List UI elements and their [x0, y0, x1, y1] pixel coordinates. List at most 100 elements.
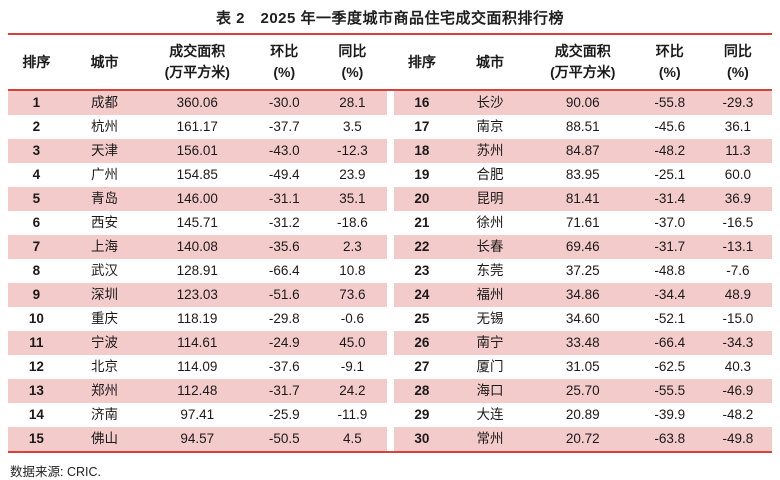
mom-cell: -51.6	[268, 287, 300, 302]
yoy-cell: -7.6	[726, 263, 750, 278]
mom-cell: -31.2	[268, 215, 300, 230]
mom-cell: -29.8	[268, 311, 300, 326]
area-cell: 156.01	[176, 143, 218, 158]
city-cell: 郑州	[91, 383, 118, 398]
table-row: 5 青岛 146.00 -31.1 35.1	[8, 187, 387, 211]
top-divider-line	[8, 33, 772, 35]
area-cell: 97.41	[180, 407, 215, 422]
table-row: 25 无锡 34.60 -52.1 -15.0	[394, 307, 773, 331]
yoy-cell: -29.3	[722, 95, 754, 110]
col-header-yoy-label: 同比	[723, 43, 752, 59]
table-row: 15 佛山 94.57 -50.5 4.5	[8, 427, 387, 451]
rank-cell: 18	[414, 143, 430, 158]
yoy-cell: 23.9	[339, 167, 366, 182]
city-cell: 上海	[91, 239, 118, 254]
city-cell: 徐州	[476, 215, 504, 230]
yoy-cell: 48.9	[724, 287, 752, 302]
yoy-cell: -9.1	[340, 359, 365, 374]
table-row: 9 深圳 123.03 -51.6 73.6	[8, 283, 387, 307]
city-cell: 厦门	[476, 359, 504, 374]
mom-cell: -30.0	[268, 95, 300, 110]
mom-cell: -24.9	[268, 335, 300, 350]
col-header-mom-unit: (%)	[273, 64, 296, 80]
rank-cell: 28	[414, 383, 430, 398]
yoy-cell: -18.6	[337, 215, 368, 230]
mom-cell: -37.6	[268, 359, 300, 374]
header-divider-line	[8, 89, 772, 91]
rank-cell: 15	[28, 431, 44, 446]
rank-cell: 2	[32, 119, 41, 134]
city-cell: 苏州	[476, 143, 504, 158]
area-cell: 37.25	[565, 263, 600, 278]
col-header-area-unit: (万平方米)	[164, 64, 230, 80]
rank-cell: 20	[414, 191, 430, 206]
yoy-cell: -48.2	[722, 407, 754, 422]
yoy-cell: 28.1	[339, 95, 366, 110]
yoy-cell: -11.9	[337, 407, 368, 422]
col-header-area: 成交面积 (万平方米)	[529, 35, 636, 89]
city-cell: 佛山	[91, 431, 118, 446]
table-row: 17 南京 88.51 -45.6 36.1	[394, 115, 773, 139]
mom-cell: -48.2	[654, 143, 686, 158]
city-cell: 昆明	[476, 191, 504, 206]
mom-cell: -37.0	[654, 215, 686, 230]
table-body: 1 成都 360.06 -30.0 28.1 2 杭州 161.17 -37.7	[8, 91, 772, 451]
col-header-area-label: 成交面积	[169, 43, 226, 59]
table-row: 20 昆明 81.41 -31.4 36.9	[393, 187, 772, 211]
mom-cell: -55.8	[654, 95, 686, 110]
area-cell: 34.60	[565, 311, 600, 326]
column-gap	[386, 91, 394, 451]
rank-cell: 8	[32, 263, 41, 278]
yoy-cell: 45.0	[339, 335, 366, 350]
mom-cell: -66.4	[654, 335, 686, 350]
rank-cell: 21	[414, 215, 430, 230]
city-cell: 重庆	[91, 311, 118, 326]
table-row: 30 常州 20.72 -63.8 -49.8	[393, 427, 772, 451]
rank-cell: 24	[414, 287, 430, 302]
rank-cell: 19	[414, 167, 430, 182]
table-row: 2 杭州 161.17 -37.7 3.5	[8, 115, 387, 139]
yoy-cell: 36.1	[724, 119, 752, 134]
area-cell: 34.86	[565, 287, 600, 302]
col-header-mom-label: 环比	[270, 43, 299, 59]
col-header-mom-label: 环比	[655, 43, 684, 59]
col-header-city: 城市	[64, 35, 145, 89]
mom-cell: -31.7	[654, 239, 686, 254]
rank-cell: 16	[414, 95, 430, 110]
mom-cell: -62.5	[654, 359, 686, 374]
rank-cell: 27	[414, 359, 430, 374]
city-cell: 广州	[91, 167, 118, 182]
mom-cell: -31.4	[654, 191, 686, 206]
left-header-table: 排序 城市 成交面积 (万平方米) 环比 (%) 同比 (%)	[8, 35, 387, 89]
area-cell: 118.19	[177, 311, 218, 326]
col-header-area-label: 成交面积	[554, 43, 611, 59]
table-row: 21 徐州 71.61 -37.0 -16.5	[394, 211, 773, 235]
data-source-note: 数据来源: CRIC.	[10, 465, 101, 479]
city-cell: 北京	[91, 359, 118, 374]
rank-cell: 14	[28, 407, 44, 422]
table-row: 14 济南 97.41 -25.9 -11.9	[8, 403, 387, 427]
rank-cell: 17	[414, 119, 430, 134]
table-row: 24 福州 34.86 -34.4 48.9	[393, 283, 772, 307]
yoy-cell: 35.1	[339, 191, 366, 206]
rank-cell: 23	[414, 263, 430, 278]
area-cell: 154.85	[176, 167, 218, 182]
rank-cell: 5	[32, 191, 41, 206]
rank-cell: 12	[28, 359, 44, 374]
left-header: 排序 城市 成交面积 (万平方米) 环比 (%) 同比 (%)	[8, 35, 387, 89]
yoy-cell: 36.9	[724, 191, 752, 206]
mom-cell: -39.9	[654, 407, 686, 422]
header-row: 排序 城市 成交面积 (万平方米) 环比 (%) 同比 (%)	[8, 35, 772, 89]
yoy-cell: 40.3	[724, 359, 752, 374]
city-cell: 宁波	[91, 335, 118, 350]
city-cell: 深圳	[91, 287, 118, 302]
rank-cell: 7	[32, 239, 41, 254]
table-row: 26 南宁 33.48 -66.4 -34.3	[393, 331, 772, 355]
area-cell: 90.06	[565, 95, 600, 110]
rank-cell: 29	[414, 407, 430, 422]
right-header-table: 排序 城市 成交面积 (万平方米) 环比 (%) 同比 (%)	[393, 35, 772, 89]
city-cell: 大连	[476, 407, 504, 422]
left-table: 1 成都 360.06 -30.0 28.1 2 杭州 161.17 -37.7	[8, 91, 387, 451]
rank-cell: 25	[414, 311, 430, 326]
